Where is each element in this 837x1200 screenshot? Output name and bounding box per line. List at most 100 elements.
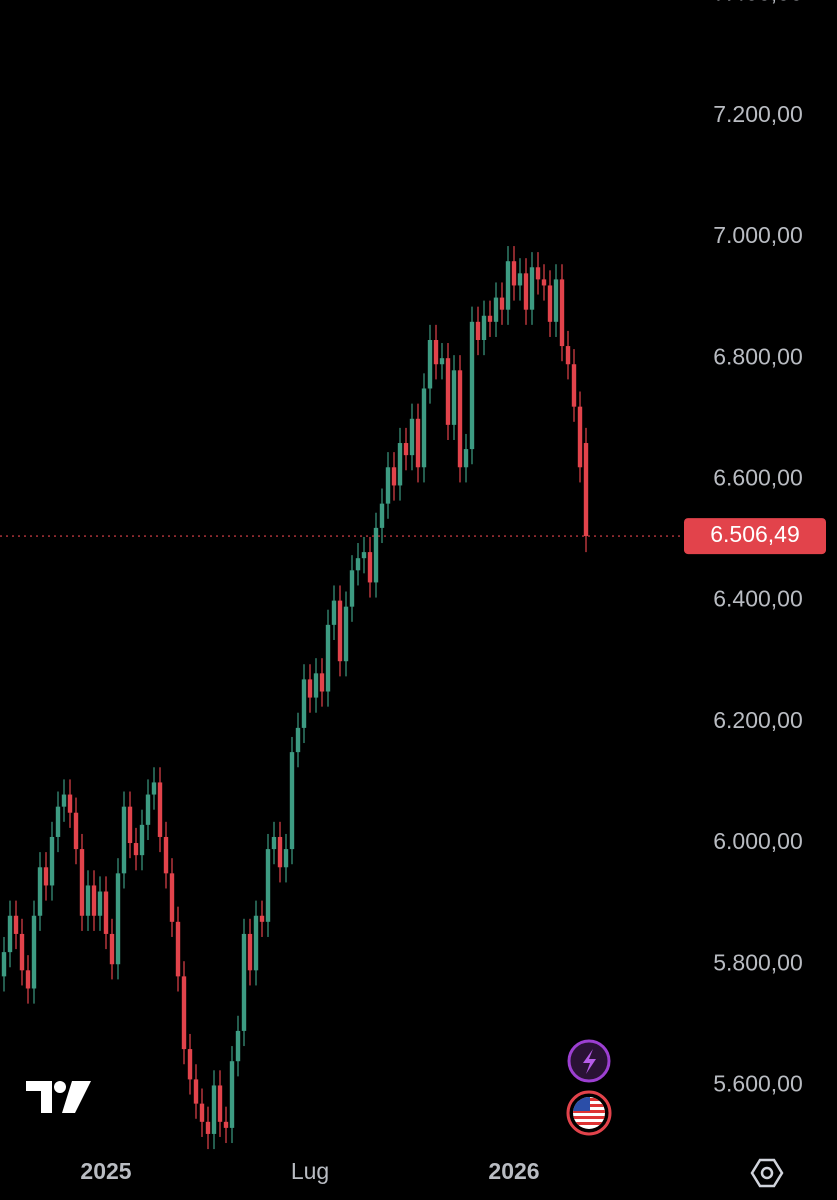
candle-body bbox=[295, 727, 301, 753]
candle-body bbox=[37, 867, 43, 916]
candle-body bbox=[391, 467, 397, 486]
candle-body bbox=[307, 679, 313, 698]
candle-body bbox=[535, 267, 541, 280]
y-tick-label: 7.400,00 bbox=[713, 0, 803, 6]
y-tick-label: 5.600,00 bbox=[713, 1071, 803, 1097]
last-price-label: 6.506,49 bbox=[710, 521, 800, 547]
candle-body bbox=[85, 885, 91, 916]
y-tick-label: 6.200,00 bbox=[713, 707, 803, 733]
candle-body bbox=[577, 406, 583, 468]
candle-body bbox=[193, 1079, 199, 1104]
candle-body bbox=[115, 873, 121, 965]
candle-body bbox=[397, 443, 403, 486]
candle-body bbox=[367, 552, 373, 583]
candle-body bbox=[205, 1121, 211, 1134]
candle-body bbox=[325, 624, 331, 692]
candle-body bbox=[121, 806, 127, 874]
candle-body bbox=[73, 812, 79, 850]
candle-body bbox=[469, 321, 475, 450]
candle-body bbox=[433, 340, 439, 365]
settings-icon[interactable] bbox=[750, 1158, 784, 1188]
candle-body bbox=[67, 794, 73, 813]
candle-body bbox=[235, 1030, 241, 1062]
candle-body bbox=[373, 527, 379, 583]
candle-body bbox=[457, 370, 463, 468]
candle-body bbox=[157, 782, 163, 837]
candle-body bbox=[559, 279, 565, 347]
candle-body bbox=[133, 843, 139, 856]
candle-body bbox=[229, 1061, 235, 1128]
candle-body bbox=[313, 673, 319, 698]
candle-body bbox=[91, 885, 97, 916]
candle-body bbox=[331, 600, 337, 625]
candle-body bbox=[541, 279, 547, 286]
candle-body bbox=[217, 1085, 223, 1122]
candle-body bbox=[109, 933, 115, 965]
candle-body bbox=[487, 315, 493, 322]
candle-body bbox=[463, 449, 469, 468]
candle-body bbox=[523, 273, 529, 310]
candle-body bbox=[583, 443, 589, 537]
candle-body bbox=[271, 836, 277, 850]
candle-body bbox=[175, 921, 181, 977]
candle-body bbox=[145, 794, 151, 825]
candle-body bbox=[265, 849, 271, 922]
candle-body bbox=[49, 836, 55, 886]
candle-body bbox=[223, 1121, 229, 1128]
y-tick-label: 6.600,00 bbox=[713, 464, 803, 490]
candle-body bbox=[139, 824, 145, 856]
candle-body bbox=[403, 443, 409, 456]
x-tick-label: Lug bbox=[291, 1158, 329, 1184]
candle-body bbox=[97, 891, 103, 916]
candle-body bbox=[379, 503, 385, 528]
candle-body bbox=[421, 388, 427, 468]
y-tick-label: 5.800,00 bbox=[713, 949, 803, 975]
candle-body bbox=[409, 418, 415, 456]
candle-body bbox=[517, 273, 523, 286]
candle-body bbox=[493, 297, 499, 322]
candle-body bbox=[19, 933, 25, 971]
candle-body bbox=[169, 873, 175, 922]
candle-body bbox=[7, 915, 13, 953]
x-tick-label: 2025 bbox=[80, 1158, 131, 1184]
candle-body bbox=[427, 340, 433, 389]
candle-body bbox=[241, 933, 247, 1031]
candle-body bbox=[553, 279, 559, 322]
candle-body bbox=[355, 558, 361, 571]
candle-body bbox=[13, 915, 19, 934]
candle-body bbox=[79, 849, 85, 916]
candle-body bbox=[319, 673, 325, 692]
candle-body bbox=[571, 364, 577, 407]
candle-body bbox=[181, 976, 187, 1050]
y-tick-label: 6.000,00 bbox=[713, 828, 803, 854]
candle-body bbox=[277, 836, 283, 868]
candle-body bbox=[445, 358, 451, 425]
candle-body bbox=[25, 970, 31, 989]
y-tick-label: 7.200,00 bbox=[713, 101, 803, 127]
y-tick-label: 6.400,00 bbox=[713, 586, 803, 612]
candle-body bbox=[439, 358, 445, 365]
logo bbox=[26, 1081, 91, 1113]
candle-body bbox=[511, 261, 517, 286]
market-icon[interactable] bbox=[566, 1090, 612, 1136]
candle-body bbox=[103, 891, 109, 934]
events-icon[interactable] bbox=[567, 1039, 611, 1083]
candle-body bbox=[61, 794, 67, 807]
candle-body bbox=[187, 1049, 193, 1080]
candle-body bbox=[211, 1085, 217, 1134]
candle-body bbox=[253, 915, 259, 971]
candle-body bbox=[481, 315, 487, 340]
candle-body bbox=[565, 346, 571, 365]
candle-body bbox=[163, 836, 169, 874]
candle-body bbox=[151, 782, 157, 795]
candle-body bbox=[127, 806, 133, 844]
candle-body bbox=[247, 933, 253, 971]
candle-body bbox=[505, 261, 511, 310]
last-price-box bbox=[684, 518, 826, 555]
candle-body bbox=[385, 467, 391, 504]
candle-body bbox=[475, 321, 481, 340]
candle-body bbox=[55, 806, 61, 837]
candle-body bbox=[361, 552, 367, 559]
